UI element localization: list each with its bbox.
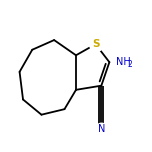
Text: NH: NH — [116, 57, 131, 67]
Text: 2: 2 — [128, 60, 133, 69]
Text: N: N — [98, 124, 105, 133]
Text: S: S — [92, 39, 99, 49]
